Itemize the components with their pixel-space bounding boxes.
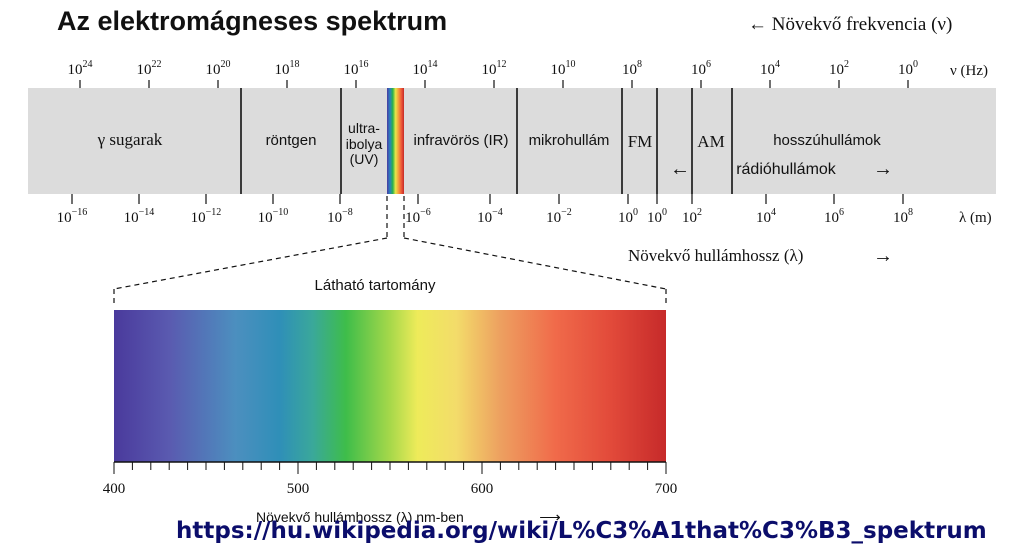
wavelength-tick-label: 106 <box>824 207 844 226</box>
frequency-tick-label: 1024 <box>68 59 93 78</box>
region-uv-line2: ibolya <box>346 136 383 152</box>
wavelength-tick-label: 10−10 <box>258 207 289 226</box>
region-dividers <box>240 88 733 194</box>
visible-tick-label: 700 <box>655 481 678 497</box>
frequency-tick-label: 1014 <box>413 59 438 78</box>
frequency-tick-label: 102 <box>829 59 849 78</box>
visible-slice <box>387 88 404 194</box>
frequency-tick-label: 104 <box>760 59 780 78</box>
frequency-axis: 1024 1022 1020 1018 1016 1014 1012 1010 108 106 10… <box>68 59 918 88</box>
frequency-tick-label: 1020 <box>206 59 231 78</box>
frequency-tick-label: 1016 <box>344 59 369 78</box>
visible-tick-marks <box>113 461 667 474</box>
wavelength-tick-label: 10−14 <box>124 207 155 226</box>
frequency-tick-label: 108 <box>622 59 642 78</box>
region-am: AM <box>697 132 724 151</box>
wavelength-tick-label: 100 <box>618 207 638 226</box>
visible-tick-label: 600 <box>471 481 494 497</box>
region-gamma: γ sugarak <box>97 130 163 149</box>
region-xray: röntgen <box>266 132 317 149</box>
frequency-unit-label: ν (Hz) <box>950 63 988 79</box>
page-title: Az elektromágneses spektrum <box>57 6 448 36</box>
wavelength-tick-label: 100 <box>647 207 667 226</box>
region-infrared: infravörös (IR) <box>413 132 508 149</box>
visible-axis-label: Növekvő hullámhossz (λ) nm-ben <box>256 509 464 525</box>
frequency-tick-label: 1022 <box>137 59 162 78</box>
visible-tick-labels: 400 500 600 700 <box>103 481 678 497</box>
visible-range-title: Látható tartomány <box>315 277 436 294</box>
region-longwave: hosszúhullámok <box>773 132 881 149</box>
wavelength-tick-label: 104 <box>756 207 776 226</box>
frequency-tick-label: 100 <box>898 59 918 78</box>
wavelength-tick-label: 10−8 <box>327 207 353 226</box>
wavelength-tick-label: 102 <box>682 207 702 226</box>
frequency-tick-label: 1012 <box>482 59 507 78</box>
visible-axis-arrow: ⟶ <box>539 510 561 526</box>
visible-tick-label: 500 <box>287 481 310 497</box>
region-fm: FM <box>628 132 653 151</box>
wavelength-tick-label: 10−12 <box>191 207 222 226</box>
frequency-tick-label: 1018 <box>275 59 300 78</box>
region-uv-line1: ultra- <box>348 120 380 136</box>
visible-spectrum-bar <box>114 310 666 462</box>
source-url[interactable]: https://hu.wikipedia.org/wiki/L%C3%A1tha… <box>176 518 987 544</box>
wavelength-tick-label: 108 <box>893 207 913 226</box>
frequency-tick-label: 1010 <box>551 59 576 78</box>
wavelength-direction-hint: Növekvő hullámhossz (λ) <box>628 246 803 265</box>
wavelength-direction-arrow: → <box>873 245 893 267</box>
radio-arrow-right: → <box>873 158 893 180</box>
region-radio: rádióhullámok <box>736 161 837 178</box>
radio-arrow-left: ← <box>670 158 690 180</box>
wavelength-tick-label: 10−6 <box>405 207 431 226</box>
frequency-tick-label: 106 <box>691 59 711 78</box>
frequency-direction-hint: ← Növekvő frekvencia (ν) <box>748 14 953 35</box>
wavelength-tick-label: 10−4 <box>477 207 503 226</box>
zoom-connector <box>113 196 667 305</box>
wavelength-unit-label: λ (m) <box>959 210 992 226</box>
visible-tick-label: 400 <box>103 481 126 497</box>
region-uv-line3: (UV) <box>350 151 379 167</box>
wavelength-tick-label: 10−2 <box>546 207 572 226</box>
region-microwave: mikrohullám <box>529 132 610 149</box>
wavelength-axis: 10−16 10−14 10−12 10−10 10−8 10−6 10−4 10−2 100 1… <box>57 194 913 226</box>
wavelength-tick-label: 10−16 <box>57 207 88 226</box>
spectrum-band <box>28 88 996 194</box>
